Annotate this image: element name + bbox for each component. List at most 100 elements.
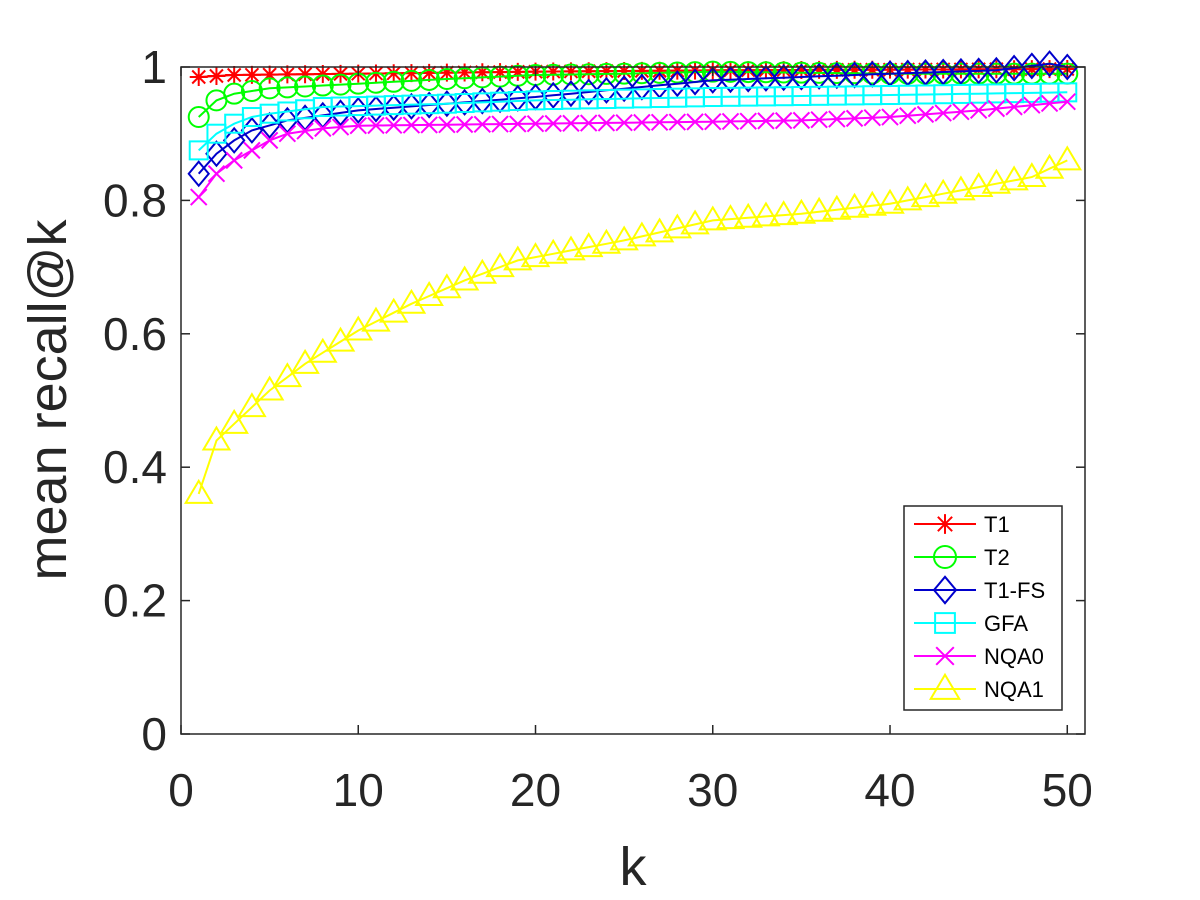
data-point-nqa1-k5 [254,375,285,401]
legend-marker-gfa [934,612,956,634]
x-tick-label: 30 [687,764,738,816]
legend-marker-nqa1 [928,672,962,700]
data-point-nqa1-k21 [538,238,568,264]
legend-label-nqa1: NQA1 [984,677,1044,702]
x-tick-label: 40 [864,764,915,816]
data-point-t1-fs-k1 [187,160,211,188]
data-point-t2-k5 [258,77,281,100]
data-point-t1-k43 [934,60,953,79]
data-point-nqa1-k46 [981,168,1012,194]
data-point-t1-fs-k28 [666,70,689,98]
data-point-t1-fs-k16 [453,88,476,116]
data-point-t1-fs-k49 [1038,50,1061,78]
data-point-t1-k16 [455,63,474,82]
y-tick-label: 0.8 [103,174,167,226]
data-point-nqa1-k45 [963,172,994,198]
data-point-t1-fs-k36 [807,62,831,90]
data-point-nqa0-k22 [562,114,580,133]
data-point-nqa0-k2 [207,165,226,183]
data-point-nqa1-k30 [698,205,728,231]
data-point-t1-k8 [313,65,332,84]
data-point-t2-k12 [382,70,405,93]
data-point-t1-k36 [810,60,829,79]
data-point-t1-k26 [632,61,651,80]
data-point-t1-fs-k2 [205,140,228,168]
data-point-t1-k1 [189,68,208,87]
data-point-t1-fs-k32 [736,65,760,93]
data-point-t1-k38 [845,60,864,79]
data-point-nqa0-k35 [792,111,811,130]
data-point-nqa0-k4 [243,141,261,160]
data-point-t1-k31 [721,61,740,80]
data-point-t1-k41 [898,60,917,79]
data-point-nqa0-k17 [473,115,492,134]
legend-entry-t2: T2 [914,545,1010,570]
legend-entry-t1-fs: T1-FS [914,575,1045,605]
data-point-nqa0-k45 [969,101,988,120]
data-point-t2-k13 [400,69,423,92]
data-point-nqa0-k39 [863,108,882,127]
legend-box [903,505,1063,711]
data-point-nqa1-k27 [644,217,675,243]
data-point-nqa0-k47 [1005,98,1023,116]
data-point-nqa0-k43 [934,104,952,122]
data-point-nqa0-k3 [225,151,243,170]
legend-label-t2: T2 [984,545,1010,570]
data-point-t1-fs-k43 [931,58,955,86]
data-point-t1-k7 [296,65,315,84]
data-point-nqa0-k33 [757,112,775,130]
data-point-nqa0-k24 [597,114,616,132]
axes-box [180,66,1086,735]
data-point-nqa1-k44 [946,175,976,201]
data-point-nqa0-k30 [704,112,722,131]
data-point-t2-k8 [311,74,334,97]
data-point-t1-fs-k30 [701,66,725,94]
data-point-nqa0-k29 [686,113,704,131]
data-point-t1-fs-k5 [258,111,281,139]
x-tick-label: 50 [1042,764,1093,816]
data-point-t1-k5 [260,65,279,84]
data-point-t1-fs-k13 [400,92,423,120]
data-point-nqa0-k46 [987,99,1006,118]
data-point-t1-k42 [916,60,935,79]
series-nqa1 [183,145,1083,504]
legend-label-gfa: GFA [984,611,1028,636]
legend-entries: T1 T2 T1-FS GFA NQA0 NQA1 [914,512,1045,702]
data-point-t2-k26 [630,62,653,85]
legend-label-t1-fs: T1-FS [984,578,1045,603]
data-point-nqa0-k38 [845,109,864,128]
data-point-t2-k32 [737,61,760,84]
data-point-t1-fs-k23 [577,78,600,106]
series-line-t2 [198,70,1068,118]
data-point-nqa1-k20 [520,242,551,268]
data-point-nqa0-k12 [384,116,403,135]
data-point-t1-k39 [863,60,882,79]
data-point-nqa0-k21 [544,114,562,133]
data-point-t1-fs-k12 [382,94,406,122]
y-tick-label: 1 [141,41,167,93]
data-point-nqa0-k7 [296,122,314,140]
data-point-t1-k49 [1040,60,1059,79]
data-point-nqa0-k11 [367,116,385,135]
data-point-nqa0-k1 [190,188,208,206]
data-point-nqa1-k25 [609,225,639,251]
series-nqa0 [190,92,1076,206]
legend-label-t1: T1 [984,512,1010,537]
data-point-gfa-k2 [206,123,227,144]
data-point-nqa0-k36 [810,110,828,129]
data-point-gfa-k1 [188,140,209,161]
data-point-nqa1-k47 [999,165,1029,191]
data-point-t2-k33 [754,61,777,84]
data-point-t2-k9 [329,73,352,96]
data-point-nqa1-k28 [662,213,693,239]
data-point-nqa0-k5 [260,131,279,150]
data-point-t1-k17 [473,63,492,82]
data-point-nqa0-k49 [1040,94,1059,113]
legend-entry-nqa0: NQA0 [914,644,1044,669]
data-point-t2-k34 [772,61,795,84]
data-point-t1-fs-k35 [790,63,813,91]
data-point-nqa0-k28 [668,113,687,131]
data-point-t2-k28 [666,61,689,84]
data-point-nqa0-k9 [331,118,350,136]
